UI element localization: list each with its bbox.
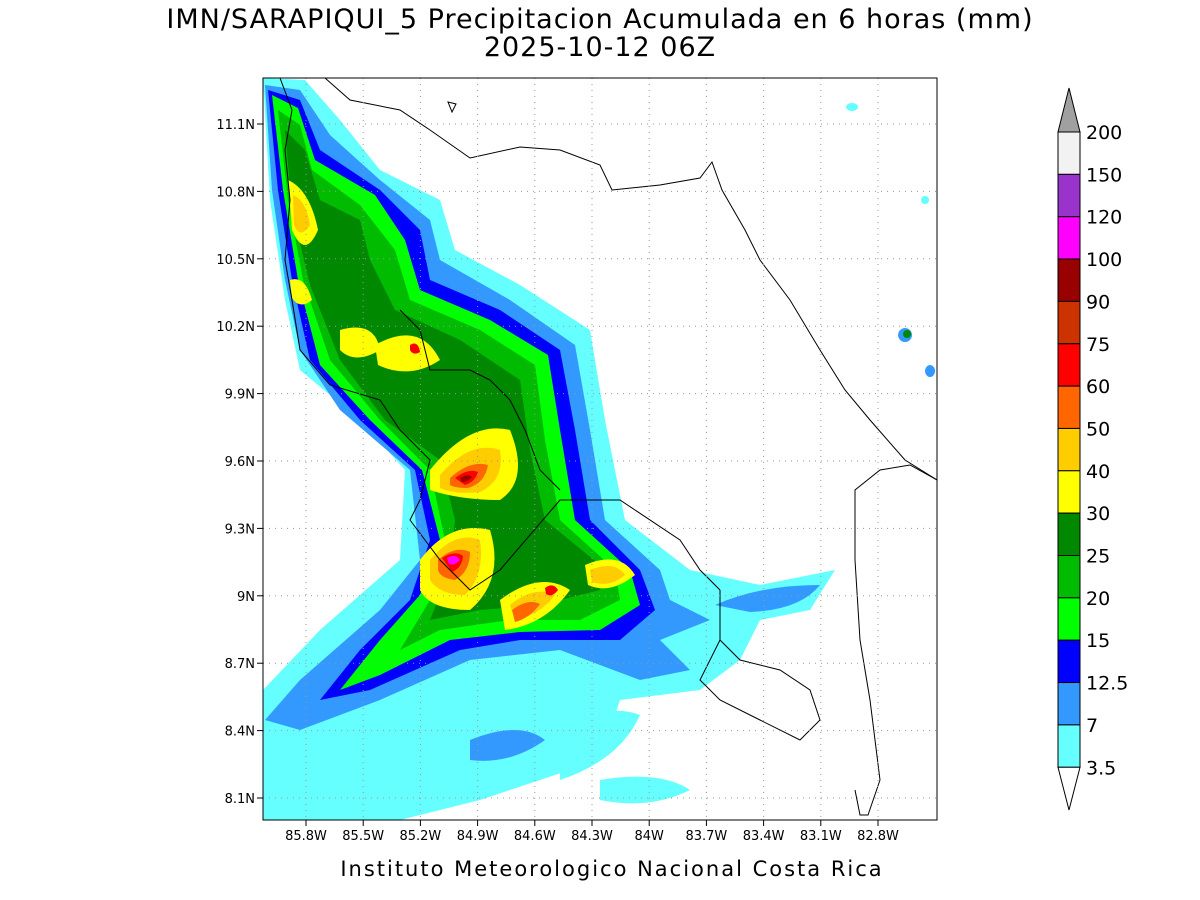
lon-label: 82.8W	[857, 829, 899, 844]
colorbar-label: 30	[1086, 503, 1110, 525]
colorbar-segment	[1057, 555, 1081, 599]
lon-label: 85.8W	[285, 829, 327, 844]
lat-label: 9.6N	[225, 455, 255, 470]
colorbar-label: 12.5	[1086, 673, 1128, 695]
colorbar-segment	[1057, 597, 1081, 641]
colorbar-segment	[1057, 258, 1081, 302]
colorbar-label: 20	[1086, 588, 1110, 610]
colorbar-segment	[1057, 173, 1081, 218]
lat-label: 8.7N	[225, 657, 255, 672]
lon-label: 83.4W	[743, 829, 785, 844]
lat-label: 11.1N	[216, 118, 255, 133]
lon-label: 84.6W	[514, 829, 556, 844]
lat-label: 9N	[237, 590, 255, 605]
lat-label: 8.4N	[225, 725, 255, 740]
precip-field	[263, 78, 936, 820]
map-frame	[262, 77, 938, 821]
colorbar-segment	[1057, 131, 1081, 175]
axes: 11.1N 10.8N 10.5N 10.2N 9.9N 9.6N 9.3N 9N 8.7N 8.…	[216, 118, 899, 844]
colorbar-segment	[1057, 639, 1081, 684]
lat-label: 9.9N	[225, 388, 255, 403]
lon-label: 83.1W	[800, 829, 842, 844]
gridlines	[263, 78, 937, 820]
colorbar-label: 75	[1086, 334, 1110, 356]
colorbar-label: 60	[1086, 376, 1110, 398]
lat-label: 8.1N	[225, 792, 255, 807]
lat-label: 10.8N	[216, 185, 255, 200]
colorbar-segment	[1057, 470, 1081, 514]
colorbar-label: 150	[1086, 164, 1122, 186]
colorbar-segment	[1057, 385, 1081, 429]
colorbar-label: 50	[1086, 418, 1110, 440]
colorbar-bottom	[1057, 766, 1081, 811]
colorbar-segment	[1057, 427, 1081, 472]
lat-label: 9.3N	[225, 522, 255, 537]
map-area	[263, 78, 937, 820]
colorbar-segment	[1057, 682, 1081, 726]
subtitle: 2025-10-12 06Z	[484, 32, 716, 63]
colorbar-segment	[1057, 216, 1081, 260]
colorbar-segment	[1057, 343, 1081, 387]
colorbar-label: 120	[1086, 207, 1122, 229]
colorbar-label: 15	[1086, 630, 1110, 652]
lat-label: 10.5N	[216, 253, 255, 268]
colorbar-label: 200	[1086, 122, 1122, 144]
colorbar-label: 7	[1086, 715, 1098, 737]
colorbar-segment	[1057, 724, 1081, 768]
lon-label: 85.2W	[399, 829, 441, 844]
lon-label: 84W	[634, 829, 664, 844]
colorbar-label: 3.5	[1086, 757, 1116, 779]
footer: Instituto Meteorologico Nacional Costa R…	[340, 857, 883, 881]
colorbar-label: 40	[1086, 461, 1110, 483]
lon-label: 85.5W	[342, 829, 384, 844]
colorbar-segment	[1057, 300, 1081, 345]
lon-label: 83.7W	[685, 829, 727, 844]
title: IMN/SARAPIQUI_5 Precipitacion Acumulada …	[166, 4, 1033, 35]
colorbar-label: 25	[1086, 546, 1110, 568]
colorbar: 200 150 120 100 90 75 60 50 40 30 25 20 15 12.5 7 3.5	[1057, 87, 1128, 811]
colorbar-top	[1057, 87, 1081, 133]
colorbar-segment	[1057, 512, 1081, 557]
colorbar-label: 90	[1086, 291, 1110, 313]
lat-label: 10.2N	[216, 320, 255, 335]
colorbar-label: 100	[1086, 249, 1122, 271]
lon-label: 84.9W	[457, 829, 499, 844]
lon-label: 84.3W	[571, 829, 613, 844]
